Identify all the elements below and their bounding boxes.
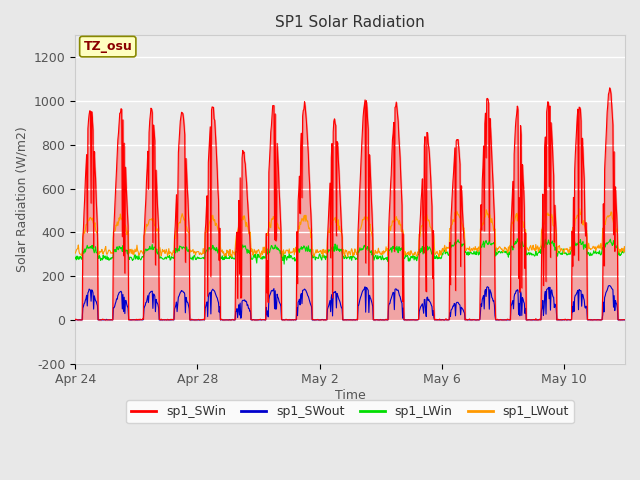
Bar <box>75 36 625 364</box>
Text: TZ_osu: TZ_osu <box>83 40 132 53</box>
Title: SP1 Solar Radiation: SP1 Solar Radiation <box>275 15 425 30</box>
X-axis label: Time: Time <box>335 389 365 402</box>
Legend: sp1_SWin, sp1_SWout, sp1_LWin, sp1_LWout: sp1_SWin, sp1_SWout, sp1_LWin, sp1_LWout <box>126 400 574 423</box>
Y-axis label: Solar Radiation (W/m2): Solar Radiation (W/m2) <box>15 127 28 273</box>
